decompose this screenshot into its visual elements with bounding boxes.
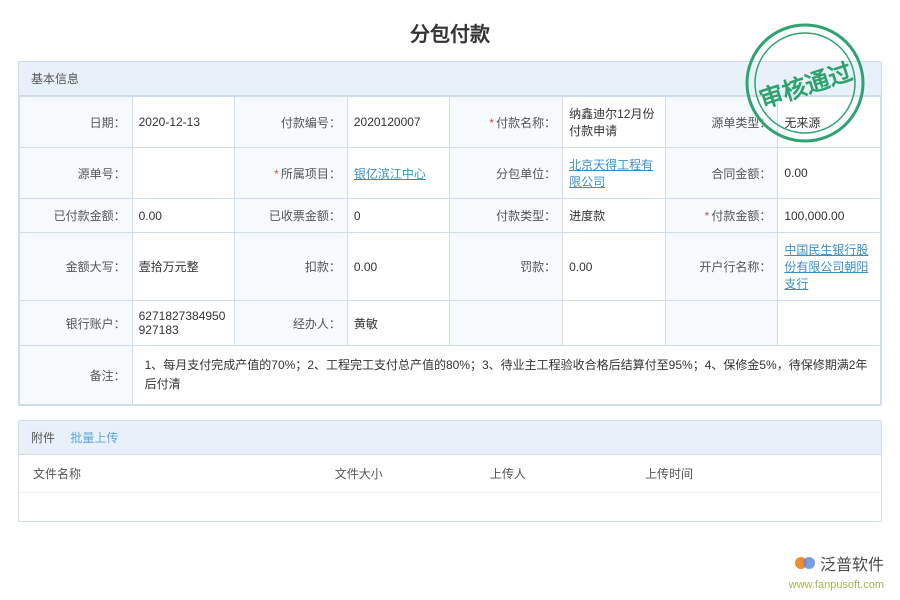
invoice-value: 0 — [347, 199, 450, 233]
amtcap-label: 金额大写： — [20, 233, 133, 301]
penalty-label: 罚款： — [450, 233, 563, 301]
penalty-value: 0.00 — [563, 233, 666, 301]
paytype-label: 付款类型： — [450, 199, 563, 233]
attachments-title: 附件 — [31, 431, 55, 445]
amount-label: *付款金额： — [665, 199, 778, 233]
empty-value-1 — [563, 301, 666, 346]
empty-label-2 — [665, 301, 778, 346]
srctype-value: 无来源 — [778, 97, 881, 148]
basic-info-panel: 基本信息 日期： 2020-12-13 付款编号： 2020120007 *付款… — [18, 61, 882, 406]
logo-icon — [794, 552, 816, 579]
attachments-table: 文件名称 文件大小 上传人 上传时间 — [19, 455, 881, 521]
footer-url: www.fanpusoft.com — [789, 579, 884, 592]
date-value: 2020-12-13 — [132, 97, 235, 148]
amount-value: 100,000.00 — [778, 199, 881, 233]
paid-label: 已付款金额： — [20, 199, 133, 233]
notes-label: 备注： — [20, 346, 133, 405]
handler-label: 经办人： — [235, 301, 348, 346]
deduct-value: 0.00 — [347, 233, 450, 301]
project-label: *所属项目： — [235, 148, 348, 199]
basic-info-table: 日期： 2020-12-13 付款编号： 2020120007 *付款名称： 纳… — [19, 96, 881, 405]
acct-value: 6271827384950927183 — [132, 301, 235, 346]
payno-value: 2020120007 — [347, 97, 450, 148]
subunit-value[interactable]: 北京天得工程有限公司 — [563, 148, 666, 199]
contract-value: 0.00 — [778, 148, 881, 199]
att-col-filesize: 文件大小 — [321, 455, 476, 493]
payname-label: *付款名称： — [450, 97, 563, 148]
page-title: 分包付款 — [0, 0, 900, 61]
payno-label: 付款编号： — [235, 97, 348, 148]
handler-value: 黄敏 — [347, 301, 450, 346]
attachments-header: 附件 批量上传 — [19, 421, 881, 455]
notes-value: 1、每月支付完成产值的70%；2、工程完工支付总产值的80%；3、待业主工程验收… — [132, 346, 880, 405]
att-col-filename: 文件名称 — [19, 455, 321, 493]
empty-value-2 — [778, 301, 881, 346]
paid-value: 0.00 — [132, 199, 235, 233]
srcno-value — [132, 148, 235, 199]
att-col-uploadtime: 上传时间 — [631, 455, 881, 493]
subunit-label: 分包单位： — [450, 148, 563, 199]
acct-label: 银行账户： — [20, 301, 133, 346]
basic-info-header: 基本信息 — [19, 62, 881, 96]
batch-upload-button[interactable]: 批量上传 — [70, 431, 118, 445]
bank-value[interactable]: 中国民生银行股份有限公司朝阳支行 — [778, 233, 881, 301]
date-label: 日期： — [20, 97, 133, 148]
footer-brand: 泛普软件 — [820, 556, 884, 575]
project-value[interactable]: 银亿滨江中心 — [347, 148, 450, 199]
srcno-label: 源单号： — [20, 148, 133, 199]
amtcap-value: 壹拾万元整 — [132, 233, 235, 301]
empty-label-1 — [450, 301, 563, 346]
contract-label: 合同金额： — [665, 148, 778, 199]
bank-label: 开户行名称： — [665, 233, 778, 301]
srctype-label: 源单类型： — [665, 97, 778, 148]
footer-logo: 泛普软件 www.fanpusoft.com — [789, 552, 884, 592]
attachments-panel: 附件 批量上传 文件名称 文件大小 上传人 上传时间 — [18, 420, 882, 522]
deduct-label: 扣款： — [235, 233, 348, 301]
invoice-label: 已收票金额： — [235, 199, 348, 233]
att-col-uploader: 上传人 — [476, 455, 631, 493]
paytype-value: 进度款 — [563, 199, 666, 233]
payname-value: 纳鑫迪尔12月份付款申请 — [563, 97, 666, 148]
